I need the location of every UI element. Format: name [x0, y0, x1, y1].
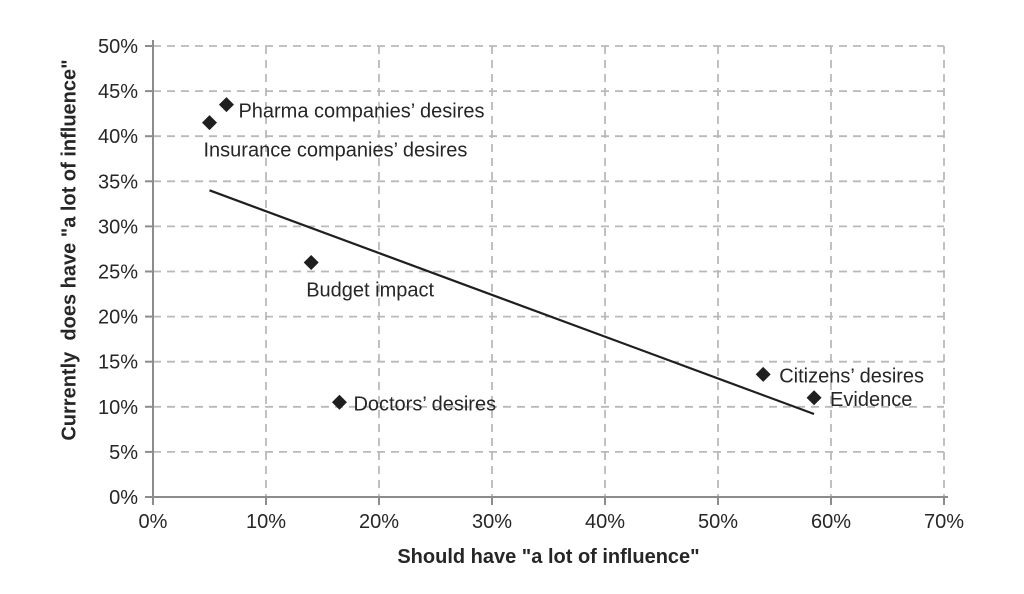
y-tick-label: 50% [98, 36, 138, 58]
data-point-label: Budget impact [306, 279, 434, 301]
x-tick-label: 70% [924, 511, 964, 533]
x-tick-label: 30% [472, 511, 512, 533]
y-tick-label: 40% [98, 126, 138, 148]
y-tick-label: 45% [98, 81, 138, 103]
data-point-label: Doctors’ desires [353, 393, 496, 415]
y-tick-label: 25% [98, 262, 138, 284]
x-axis-title: Should have "a lot of influence" [397, 546, 700, 568]
data-point-label: Insurance companies’ desires [204, 140, 468, 162]
data-point-diamond [755, 366, 771, 382]
x-tick-label: 0% [139, 511, 168, 533]
data-point-diamond [218, 97, 234, 113]
x-tick-label: 40% [585, 511, 625, 533]
data-point-label: Pharma companies’ desires [238, 101, 484, 123]
y-axis-title: Currently does have "a lot of influence" [58, 59, 81, 441]
x-tick-label: 60% [811, 511, 851, 533]
x-tick-label: 50% [698, 511, 738, 533]
x-tick-label: 10% [246, 511, 286, 533]
data-point-diamond [202, 115, 217, 131]
data-point-diamond [806, 390, 822, 406]
y-tick-label: 35% [98, 171, 138, 193]
data-point-label: Evidence [830, 389, 912, 411]
data-point-diamond [303, 254, 319, 270]
data-point-label: Citizens’ desires [779, 365, 924, 387]
y-tick-label: 20% [98, 307, 138, 329]
x-tick-label: 20% [359, 511, 399, 533]
y-tick-label: 15% [98, 352, 138, 374]
y-tick-label: 10% [98, 397, 138, 419]
y-tick-label: 0% [109, 487, 138, 509]
y-tick-label: 5% [109, 442, 138, 464]
trend-line [209, 189, 815, 416]
data-point-diamond [331, 394, 347, 410]
y-tick-label: 30% [98, 216, 138, 238]
